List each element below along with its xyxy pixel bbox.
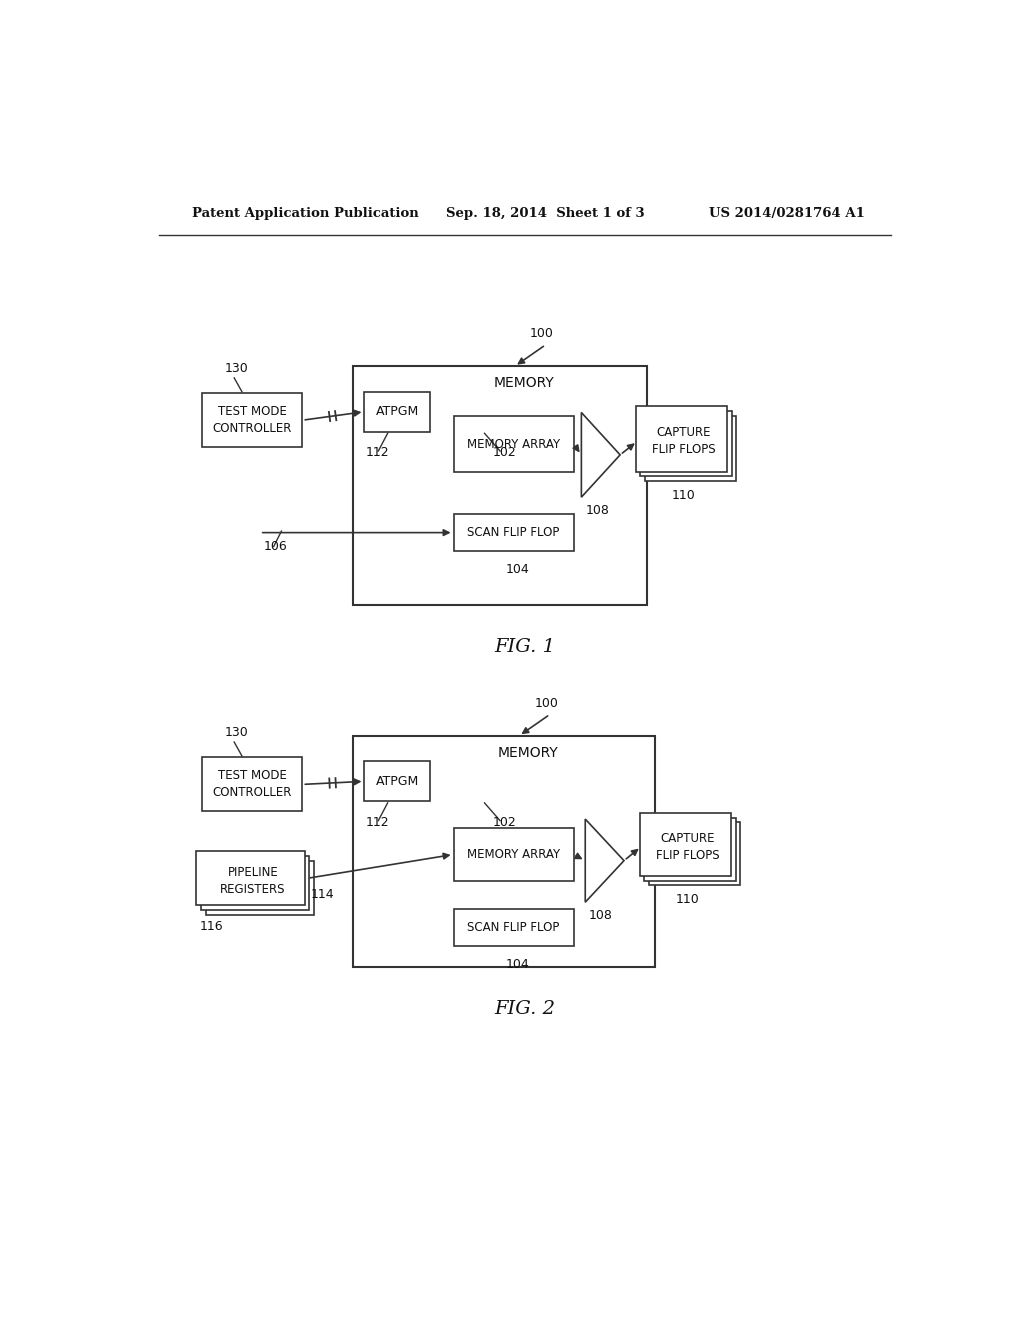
Bar bbox=[649, 822, 740, 886]
Bar bbox=[202, 393, 302, 447]
Bar bbox=[640, 813, 731, 876]
Text: PIPELINE
REGISTERS: PIPELINE REGISTERS bbox=[220, 866, 286, 896]
Text: FIG. 1: FIG. 1 bbox=[495, 639, 555, 656]
Text: US 2014/0281764 A1: US 2014/0281764 A1 bbox=[710, 207, 865, 220]
Text: 110: 110 bbox=[672, 488, 695, 502]
Text: CAPTURE
FLIP FLOPS: CAPTURE FLIP FLOPS bbox=[655, 832, 720, 862]
Text: Sep. 18, 2014  Sheet 1 of 3: Sep. 18, 2014 Sheet 1 of 3 bbox=[445, 207, 644, 220]
Polygon shape bbox=[582, 412, 621, 498]
Text: TEST MODE
CONTROLLER: TEST MODE CONTROLLER bbox=[212, 405, 292, 436]
Bar bbox=[645, 416, 736, 480]
Bar bbox=[201, 857, 309, 909]
Text: 112: 112 bbox=[366, 446, 389, 459]
Text: 100: 100 bbox=[535, 697, 558, 710]
Bar bbox=[352, 737, 655, 966]
Text: 104: 104 bbox=[506, 562, 529, 576]
Bar bbox=[352, 367, 647, 605]
Text: SCAN FLIP FLOP: SCAN FLIP FLOP bbox=[467, 921, 560, 935]
Text: MEMORY: MEMORY bbox=[494, 376, 554, 391]
Text: ATPGM: ATPGM bbox=[376, 405, 419, 418]
Text: 102: 102 bbox=[493, 816, 516, 829]
Bar bbox=[454, 909, 573, 946]
Text: FIG. 2: FIG. 2 bbox=[495, 1001, 555, 1018]
Text: 104: 104 bbox=[506, 958, 529, 970]
Bar bbox=[636, 407, 727, 471]
Text: 114: 114 bbox=[311, 887, 335, 900]
Bar bbox=[644, 817, 735, 880]
Text: 102: 102 bbox=[493, 446, 516, 459]
Text: CAPTURE
FLIP FLOPS: CAPTURE FLIP FLOPS bbox=[652, 426, 716, 457]
Text: ATPGM: ATPGM bbox=[376, 775, 419, 788]
Text: SCAN FLIP FLOP: SCAN FLIP FLOP bbox=[467, 527, 560, 539]
Polygon shape bbox=[586, 818, 624, 903]
Text: MEMORY ARRAY: MEMORY ARRAY bbox=[467, 437, 560, 450]
Text: 130: 130 bbox=[225, 362, 249, 375]
Text: 116: 116 bbox=[200, 920, 223, 933]
Text: Patent Application Publication: Patent Application Publication bbox=[191, 207, 418, 220]
Bar bbox=[206, 861, 314, 915]
Text: 100: 100 bbox=[529, 327, 554, 341]
Text: MEMORY: MEMORY bbox=[498, 746, 558, 760]
Text: MEMORY ARRAY: MEMORY ARRAY bbox=[467, 847, 560, 861]
Bar bbox=[640, 411, 732, 477]
Text: 112: 112 bbox=[366, 816, 389, 829]
Text: TEST MODE
CONTROLLER: TEST MODE CONTROLLER bbox=[212, 770, 292, 800]
Text: 108: 108 bbox=[589, 909, 613, 923]
Bar bbox=[454, 829, 573, 880]
Bar bbox=[365, 762, 430, 801]
Text: 130: 130 bbox=[225, 726, 249, 739]
Bar bbox=[197, 851, 305, 906]
Text: 108: 108 bbox=[586, 504, 609, 517]
Bar bbox=[454, 515, 573, 552]
Bar bbox=[202, 758, 302, 812]
Bar bbox=[365, 392, 430, 432]
Bar bbox=[454, 416, 573, 471]
Text: 110: 110 bbox=[676, 894, 699, 906]
Text: 106: 106 bbox=[263, 540, 288, 553]
